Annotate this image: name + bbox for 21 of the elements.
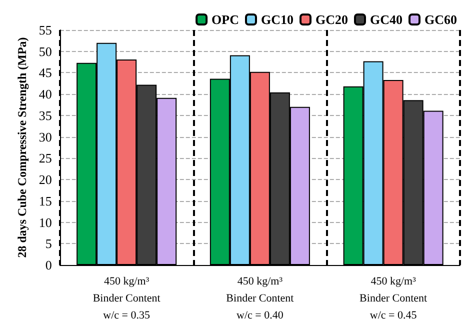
y-tick-label: 25 <box>38 150 52 166</box>
y-tick-label: 45 <box>38 65 52 80</box>
legend-label: GC60 <box>424 12 457 27</box>
x-tick-label: 450 kg/m³ Binder Content w/c = 0.35 <box>92 276 160 322</box>
x-tick-label: 450 kg/m³ Binder Content w/c = 0.40 <box>226 276 294 322</box>
y-tick-label: 55 <box>38 22 52 38</box>
y-tick-label: 35 <box>38 108 52 123</box>
y-tick-label: 15 <box>38 193 52 208</box>
y-tick-label: 40 <box>38 86 52 102</box>
legend-label: GC40 <box>370 12 402 27</box>
legend-label: GC10 <box>261 12 294 27</box>
y-tick-label: 50 <box>38 44 52 59</box>
legend-label: OPC <box>212 12 240 27</box>
y-tick-label: 5 <box>45 236 52 252</box>
legend-label: GC20 <box>316 12 348 27</box>
y-tick-label: 30 <box>38 129 52 144</box>
y-axis-title: 28 days Cube Compressive Strength (MPa) <box>15 37 29 258</box>
y-tick-label: 20 <box>38 172 52 188</box>
y-tick-label: 10 <box>38 214 52 230</box>
x-tick-label: 450 kg/m³ Binder Content w/c = 0.45 <box>360 276 428 322</box>
y-tick-label: 0 <box>45 258 52 272</box>
